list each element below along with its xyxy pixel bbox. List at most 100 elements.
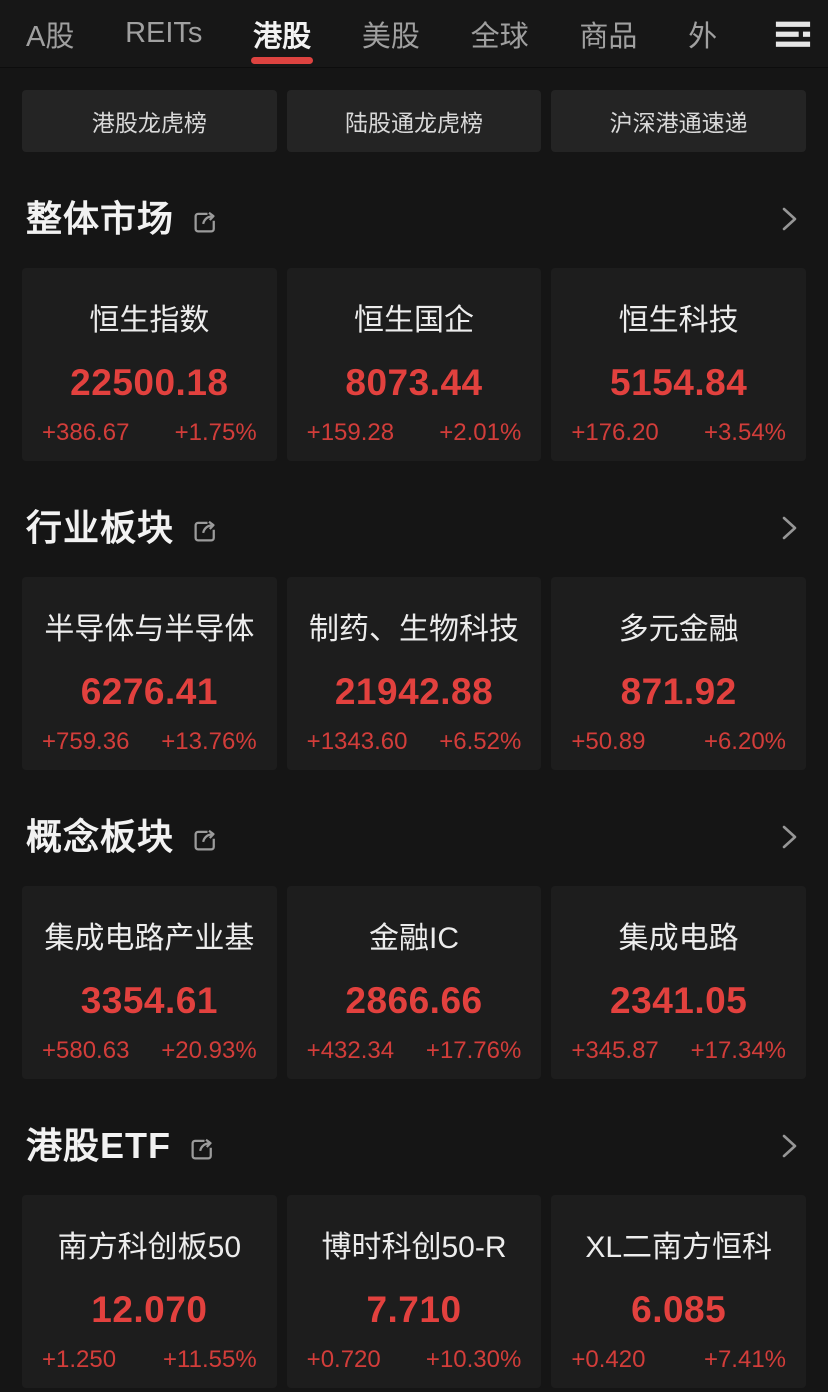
index-change: +159.28 <box>306 419 395 446</box>
chevron-right-icon[interactable] <box>776 204 802 234</box>
etf-name: 南方科创板50 <box>57 1231 242 1264</box>
section-title: 行业板块 <box>26 507 175 548</box>
tab-global[interactable]: 全球 <box>471 0 529 67</box>
index-name: 金融IC <box>369 922 459 955</box>
hk-dragon-tiger-button[interactable]: 港股龙虎榜 <box>22 90 277 152</box>
section-title: 概念板块 <box>26 816 175 857</box>
etf-change: +0.720 <box>306 1346 381 1373</box>
index-name: 多元金融 <box>618 613 739 646</box>
tab-label: 港股 <box>253 20 312 53</box>
chevron-right-icon[interactable] <box>776 1131 802 1161</box>
etf-change-pct: +11.55% <box>163 1346 257 1373</box>
index-change-row: +50.89 +6.20% <box>551 728 806 756</box>
index-change-row: +159.28 +2.01% <box>287 419 542 447</box>
section-title: 整体市场 <box>26 198 175 239</box>
index-value: 8073.44 <box>345 362 483 403</box>
index-change-pct: +6.20% <box>703 728 787 755</box>
section-header-industry: 行业板块 <box>26 505 802 551</box>
index-change-pct: +17.76% <box>425 1037 522 1064</box>
index-change-pct: +20.93% <box>161 1037 257 1064</box>
index-change: +580.63 <box>42 1037 130 1064</box>
tab-label: A股 <box>26 20 75 53</box>
index-change: +759.36 <box>42 728 130 755</box>
index-change: +345.87 <box>571 1037 659 1064</box>
index-change-pct: +2.01% <box>439 419 522 446</box>
etf-name: 博时科创50-R <box>321 1231 507 1264</box>
etf-card-xl2-southern-hstech[interactable]: XL二南方恒科 6.085 +0.420 +7.41% <box>551 1195 807 1388</box>
tab-a-shares[interactable]: A股 <box>26 0 74 67</box>
index-value: 22500.18 <box>70 362 229 403</box>
tab-label: 外 <box>688 20 718 53</box>
index-card-ic-industry-fund[interactable]: 集成电路产业基 3354.61 +580.63 +20.93% <box>22 886 277 1079</box>
index-change-row: +1343.60 +6.52% <box>287 728 542 756</box>
tab-label: REITs <box>125 17 203 49</box>
index-change: +50.89 <box>571 728 646 755</box>
tab-label: 全球 <box>470 20 529 53</box>
menu-icon[interactable] <box>768 0 812 67</box>
index-name: 集成电路 <box>618 922 739 955</box>
section-title: 港股ETF <box>26 1125 171 1166</box>
etf-card-southern-star50[interactable]: 南方科创板50 12.070 +1.250 +11.55% <box>22 1195 277 1388</box>
quick-links-row: 港股龙虎榜 陆股通龙虎榜 沪深港通速递 <box>22 90 807 152</box>
index-card-diversified-finance[interactable]: 多元金融 871.92 +50.89 +6.20% <box>551 577 807 770</box>
index-card-hstech[interactable]: 恒生科技 5154.84 +176.20 +3.54% <box>551 268 807 461</box>
tab-us-stocks[interactable]: 美股 <box>362 0 420 67</box>
etf-change-row: +1.250 +11.55% <box>22 1346 277 1374</box>
tab-reits[interactable]: REITs <box>125 0 202 67</box>
etf-value: 12.070 <box>91 1289 208 1330</box>
index-change-pct: +3.54% <box>703 419 787 446</box>
index-card-hscei[interactable]: 恒生国企 8073.44 +159.28 +2.01% <box>286 268 542 461</box>
tab-label: 美股 <box>361 20 420 53</box>
industry-cards: 半导体与半导体 6276.41 +759.36 +13.76% 制药、生物科技 … <box>22 577 807 770</box>
share-icon[interactable] <box>187 1134 217 1164</box>
index-name: 恒生指数 <box>89 304 210 337</box>
hk-etf-cards: 南方科创板50 12.070 +1.250 +11.55% 博时科创50-R 7… <box>22 1195 807 1388</box>
overall-market-cards: 恒生指数 22500.18 +386.67 +1.75% 恒生国企 8073.4… <box>22 268 807 461</box>
tab-commodities[interactable]: 商品 <box>579 0 637 67</box>
tab-forex[interactable]: 外 <box>688 0 717 67</box>
connect-express-button[interactable]: 沪深港通速递 <box>551 90 807 152</box>
index-change-pct: +6.52% <box>439 728 522 755</box>
tab-hk-stocks[interactable]: 港股 <box>251 0 314 67</box>
index-card-semiconductor[interactable]: 半导体与半导体 6276.41 +759.36 +13.76% <box>22 577 277 770</box>
index-change: +386.67 <box>42 419 130 446</box>
index-card-financial-ic[interactable]: 金融IC 2866.66 +432.34 +17.76% <box>286 886 542 1079</box>
index-change-row: +386.67 +1.75% <box>22 419 277 447</box>
etf-value: 6.085 <box>631 1289 727 1330</box>
index-name: 半导体与半导体 <box>44 613 255 646</box>
section-header-concept: 概念板块 <box>26 814 802 860</box>
etf-change-pct: +10.30% <box>425 1346 522 1373</box>
etf-card-bosera-star50[interactable]: 博时科创50-R 7.710 +0.720 +10.30% <box>286 1195 542 1388</box>
index-value: 3354.61 <box>80 980 218 1021</box>
etf-change: +1.250 <box>42 1346 117 1373</box>
active-tab-underline <box>251 57 314 64</box>
index-change-row: +345.87 +17.34% <box>551 1037 806 1065</box>
list-menu-icon <box>775 21 811 47</box>
index-change-pct: +1.75% <box>174 419 257 446</box>
chevron-right-icon[interactable] <box>776 513 802 543</box>
index-card-hang-seng[interactable]: 恒生指数 22500.18 +386.67 +1.75% <box>22 268 277 461</box>
etf-change: +0.420 <box>571 1346 646 1373</box>
index-card-pharma-biotech[interactable]: 制药、生物科技 21942.88 +1343.60 +6.52% <box>286 577 542 770</box>
section-header-hk-etf: 港股ETF <box>26 1123 802 1169</box>
index-value: 5154.84 <box>610 362 748 403</box>
northbound-dragon-tiger-button[interactable]: 陆股通龙虎榜 <box>286 90 542 152</box>
etf-change-row: +0.420 +7.41% <box>551 1346 806 1374</box>
share-icon[interactable] <box>190 207 220 237</box>
index-name: 集成电路产业基 <box>44 922 255 955</box>
etf-value: 7.710 <box>366 1289 462 1330</box>
index-value: 6276.41 <box>80 671 218 712</box>
share-icon[interactable] <box>190 516 220 546</box>
section-header-overall-market: 整体市场 <box>26 196 802 242</box>
share-icon[interactable] <box>190 825 220 855</box>
chevron-right-icon[interactable] <box>776 822 802 852</box>
etf-change-pct: +7.41% <box>703 1346 787 1373</box>
index-change-row: +580.63 +20.93% <box>22 1037 277 1065</box>
index-change-pct: +13.76% <box>161 728 257 755</box>
index-value: 2866.66 <box>345 980 483 1021</box>
index-name: 恒生科技 <box>618 304 739 337</box>
index-change: +1343.60 <box>306 728 408 755</box>
index-change-row: +176.20 +3.54% <box>551 419 806 447</box>
index-card-integrated-circuit[interactable]: 集成电路 2341.05 +345.87 +17.34% <box>551 886 807 1079</box>
index-value: 2341.05 <box>610 980 748 1021</box>
